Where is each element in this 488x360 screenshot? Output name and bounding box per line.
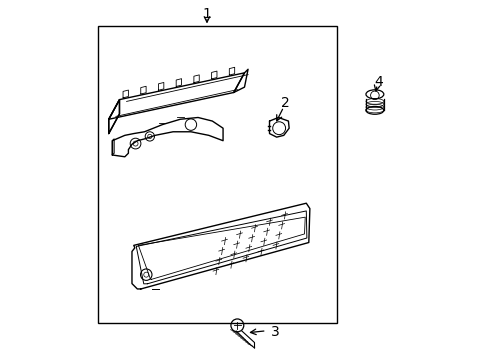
Text: 1: 1 xyxy=(202,7,211,21)
Text: 3: 3 xyxy=(271,325,280,339)
Text: 2: 2 xyxy=(281,96,289,110)
Text: 4: 4 xyxy=(373,75,382,89)
Bar xyxy=(98,26,337,323)
